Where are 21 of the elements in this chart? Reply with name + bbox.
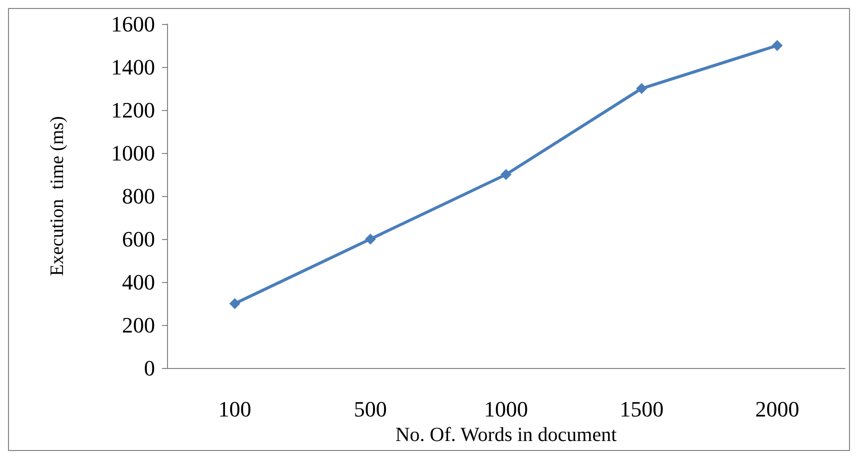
x-tick-label: 500 <box>354 396 387 422</box>
x-tick-label: 100 <box>218 396 252 422</box>
x-tick-label: 1000 <box>484 396 528 422</box>
y-tick-label: 600 <box>122 226 155 252</box>
point <box>364 234 376 245</box>
point <box>772 40 783 52</box>
y-tick-label: 1000 <box>111 140 155 166</box>
y-tick-label: 200 <box>122 312 155 338</box>
point <box>500 169 512 180</box>
x-axis-title: No. Of. Words in document <box>395 424 618 446</box>
y-tick-label: 1600 <box>111 12 155 36</box>
y-tick-label: 400 <box>122 270 155 295</box>
y-tick-label: 0 <box>144 356 155 381</box>
y-axis-title: Execution time (ms) <box>47 116 68 276</box>
point <box>636 83 648 94</box>
y-tick-label: 1400 <box>111 54 155 80</box>
x-tick-label: 2000 <box>755 396 800 422</box>
y-tick-label: 800 <box>122 184 155 209</box>
point <box>229 298 240 310</box>
y-tick-label: 1200 <box>111 98 155 123</box>
x-tick-label: 1500 <box>620 396 664 422</box>
